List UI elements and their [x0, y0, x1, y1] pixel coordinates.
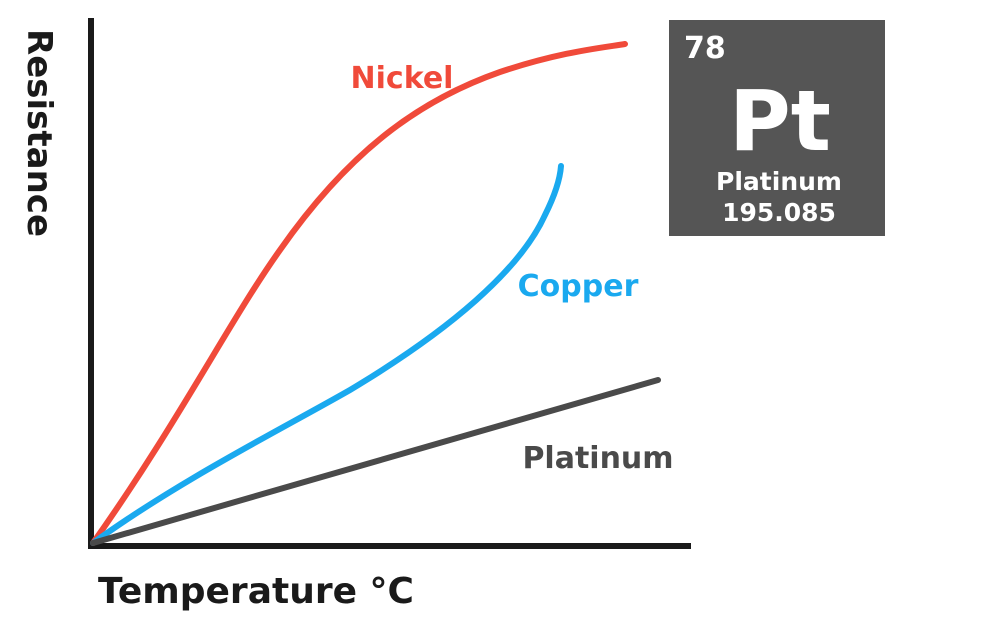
element-symbol: Pt — [729, 72, 831, 170]
nickel-curve — [90, 41, 628, 546]
x-axis-label: Temperature °C — [98, 571, 414, 612]
atomic-mass: 195.085 — [722, 198, 836, 227]
element-name: Platinum — [716, 167, 842, 196]
platinum-curve — [90, 377, 661, 546]
copper-label: Copper — [518, 269, 639, 304]
copper-curve — [90, 163, 564, 546]
platinum-label: Platinum — [522, 441, 673, 476]
nickel-label: Nickel — [351, 61, 454, 96]
element-tile — [669, 20, 885, 236]
y-axis-label: Resistance — [19, 29, 59, 237]
atomic-number: 78 — [684, 31, 726, 66]
